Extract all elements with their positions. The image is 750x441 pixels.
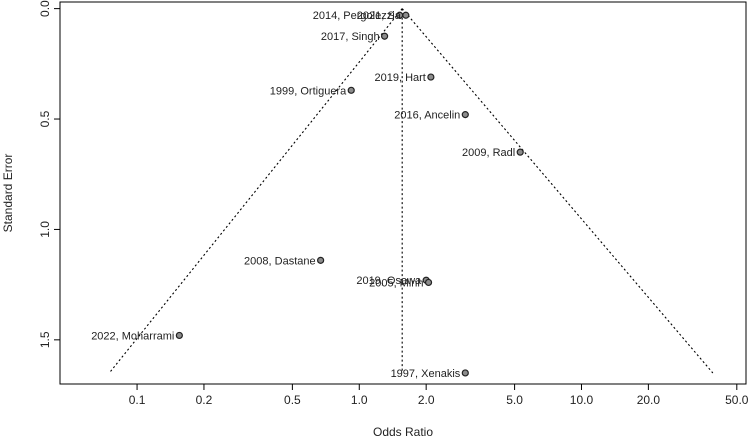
x-tick-label: 20.0 — [637, 393, 661, 407]
point-label: 2008, Dastane — [244, 255, 316, 267]
data-point — [317, 256, 325, 264]
x-axis-title: Odds Ratio — [373, 425, 433, 439]
point-label: 1999, Ortiguera — [270, 85, 347, 97]
funnel-left-line — [108, 8, 403, 374]
y-tick-label: 0.0 — [38, 0, 52, 17]
point-label: 2014, Pergolezzi — [313, 10, 395, 22]
data-point — [175, 331, 183, 340]
plot-frame — [59, 1, 747, 385]
funnel-lines — [108, 8, 714, 374]
x-tick-label: 10.0 — [570, 393, 594, 407]
data-point — [424, 278, 433, 287]
data-point — [461, 111, 469, 119]
point-label: 2019, Hart — [374, 72, 425, 84]
data-point — [402, 11, 410, 19]
data-point — [427, 73, 435, 81]
x-tick-label: 0.2 — [196, 393, 213, 407]
point-label: 2017, Singh — [321, 31, 380, 43]
x-tick-label: 50.0 — [725, 393, 749, 407]
point-label: 2019, Osawa — [356, 275, 422, 287]
point-label: 1997, Xenakis — [391, 368, 461, 380]
point-label: 2016, Ancelin — [394, 110, 460, 122]
x-tick-label: 0.5 — [284, 393, 301, 407]
data-point — [516, 148, 524, 156]
funnel-right-line — [401, 8, 714, 374]
point-label: 2022, Moharrami — [91, 330, 174, 342]
point-label: 2005, Minh — [369, 277, 423, 289]
y-tick-label: 0.5 — [38, 110, 52, 127]
x-tick-label: 0.1 — [129, 393, 146, 407]
point-label: 2021, Sa — [357, 10, 402, 22]
data-point — [461, 369, 469, 377]
x-axis: 0.1 0.2 0.5 1.0 2.0 5.0 10.0 20.0 50.0 — [129, 384, 749, 407]
data-point — [347, 86, 355, 94]
point-label: 2009, Radl — [462, 147, 515, 159]
x-tick-label: 2.0 — [418, 393, 435, 407]
y-tick-label: 1.5 — [38, 331, 52, 348]
data-point — [380, 32, 389, 40]
x-tick-label: 5.0 — [506, 393, 523, 407]
y-axis-title: Standard Error — [1, 154, 15, 233]
y-tick-label: 1.0 — [38, 221, 52, 238]
x-tick-label: 1.0 — [351, 393, 368, 407]
y-axis: 0.0 0.5 1.0 1.5 — [38, 0, 60, 348]
